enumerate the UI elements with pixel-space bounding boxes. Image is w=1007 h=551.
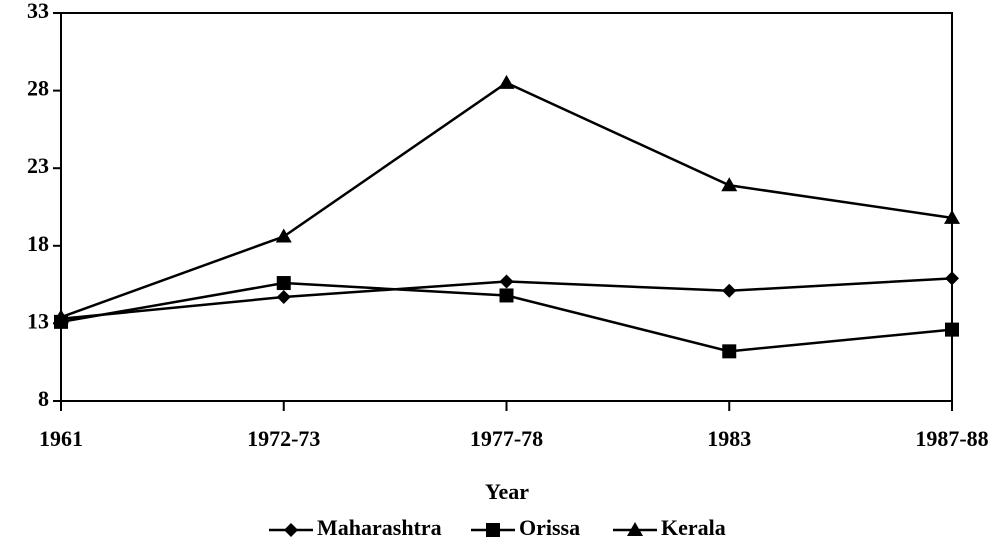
x-tick-label: 1972-73 <box>247 426 320 451</box>
y-tick-label: 33 <box>27 0 49 23</box>
x-axis-label: Year <box>485 479 529 504</box>
marker <box>945 271 959 286</box>
marker <box>722 283 737 298</box>
y-tick-label: 18 <box>27 231 49 256</box>
legend-marker <box>627 522 643 536</box>
y-tick-label: 13 <box>27 308 49 333</box>
marker <box>498 74 515 89</box>
x-tick-label: 1977-78 <box>470 426 543 451</box>
marker <box>721 177 738 192</box>
marker <box>722 344 737 359</box>
y-tick-label: 8 <box>38 386 49 411</box>
x-tick-label: 1983 <box>707 426 751 451</box>
legend-label: Maharashtra <box>317 515 442 540</box>
marker <box>276 290 291 305</box>
marker <box>499 288 514 303</box>
legend-label: Orissa <box>519 515 580 540</box>
x-tick-label: 1987-88 <box>915 426 988 451</box>
legend-marker <box>284 523 298 537</box>
marker <box>275 228 292 243</box>
marker <box>945 322 959 337</box>
marker <box>944 209 960 224</box>
marker <box>499 274 514 289</box>
y-tick-label: 23 <box>27 153 49 178</box>
marker <box>276 276 291 291</box>
legend-marker <box>486 523 500 537</box>
x-tick-label: 1961 <box>39 426 83 451</box>
marker <box>53 309 69 324</box>
y-tick-label: 28 <box>27 76 49 101</box>
legend-label: Kerala <box>661 515 726 540</box>
